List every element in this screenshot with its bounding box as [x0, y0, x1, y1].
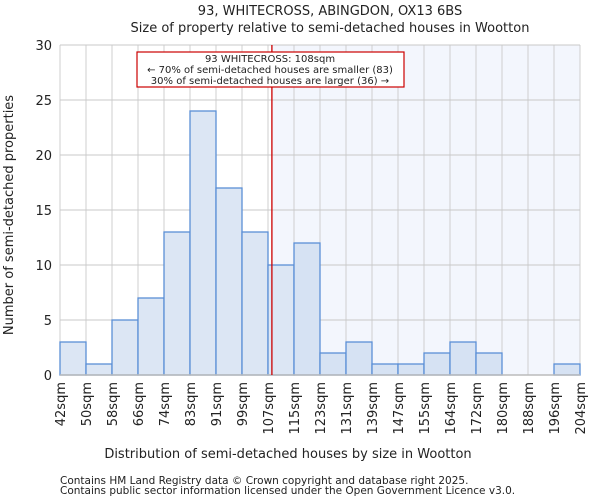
- footer-line2: Contains public sector information licen…: [60, 485, 515, 497]
- histogram-bar: [553, 363, 581, 376]
- x-tick-label: 83sqm: [184, 382, 199, 426]
- x-tick-label: 115sqm: [288, 382, 303, 435]
- y-axis-label: Number of semi-detached properties: [2, 95, 17, 335]
- x-tick-label: 131sqm: [340, 382, 355, 435]
- x-tick-label: 42sqm: [54, 382, 69, 426]
- histogram-bar: [319, 352, 347, 376]
- histogram-bar: [293, 242, 321, 376]
- y-tick-label: 25: [35, 94, 52, 109]
- y-tick-label: 0: [44, 369, 52, 384]
- chart-subtitle: Size of property relative to semi-detach…: [131, 21, 530, 36]
- x-axis-label: Distribution of semi-detached houses by …: [104, 447, 471, 462]
- x-tick-label: 188sqm: [522, 382, 537, 435]
- histogram-bar: [397, 363, 425, 376]
- footer-line1: Contains HM Land Registry data © Crown c…: [60, 475, 468, 487]
- chart-title: 93, WHITECROSS, ABINGDON, OX13 6BS: [198, 4, 462, 19]
- x-tick-label: 123sqm: [314, 382, 329, 435]
- histogram-bar: [449, 341, 477, 376]
- histogram-bar: [215, 187, 243, 376]
- histogram-bar: [59, 341, 87, 376]
- x-tick-label: 91sqm: [210, 382, 225, 426]
- histogram-bar: [189, 110, 217, 376]
- y-tick-label: 5: [44, 314, 52, 329]
- x-tick-label: 50sqm: [80, 382, 95, 426]
- histogram-bar: [163, 231, 191, 376]
- y-tick-label: 10: [35, 259, 52, 274]
- x-tick-label: 139sqm: [366, 382, 381, 435]
- histogram-bar: [423, 352, 451, 376]
- histogram-bar: [111, 319, 139, 376]
- x-tick-label: 155sqm: [418, 382, 433, 435]
- x-tick-label: 107sqm: [262, 382, 277, 435]
- histogram-bar: [137, 297, 165, 376]
- y-tick-label: 30: [35, 39, 52, 54]
- annotation-line3: 30% of semi-detached houses are larger (…: [151, 76, 389, 87]
- histogram-bar: [241, 231, 269, 376]
- x-tick-label: 196sqm: [548, 382, 563, 435]
- histogram-bar: [371, 363, 399, 376]
- y-tick-label: 15: [35, 204, 52, 219]
- histogram-bar: [475, 352, 503, 376]
- x-tick-label: 74sqm: [158, 382, 173, 426]
- histogram-bar: [345, 341, 373, 376]
- annotation-box: 93 WHITECROSS: 108sqm ← 70% of semi-deta…: [136, 51, 405, 88]
- x-tick-label: 164sqm: [444, 382, 459, 435]
- histogram-bar: [85, 363, 113, 376]
- annotation-line2: ← 70% of semi-detached houses are smalle…: [147, 65, 393, 76]
- y-tick-label: 20: [35, 149, 52, 164]
- x-tick-label: 147sqm: [392, 382, 407, 435]
- x-tick-label: 172sqm: [470, 382, 485, 435]
- x-tick-label: 66sqm: [132, 382, 147, 426]
- x-tick-label: 180sqm: [496, 382, 511, 435]
- x-tick-label: 58sqm: [106, 382, 121, 426]
- annotation-line1: 93 WHITECROSS: 108sqm: [205, 54, 335, 65]
- x-tick-label: 204sqm: [574, 382, 589, 435]
- x-tick-label: 99sqm: [236, 382, 251, 426]
